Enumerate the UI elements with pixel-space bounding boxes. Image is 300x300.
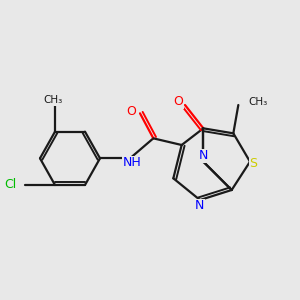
Text: N: N <box>195 199 204 212</box>
Text: O: O <box>127 105 136 118</box>
Text: CH₃: CH₃ <box>44 95 63 105</box>
Text: O: O <box>173 95 183 108</box>
Text: CH₃: CH₃ <box>248 97 268 107</box>
Text: N: N <box>199 149 208 162</box>
Text: S: S <box>249 157 257 170</box>
Text: Cl: Cl <box>4 178 17 191</box>
Text: NH: NH <box>122 156 141 169</box>
